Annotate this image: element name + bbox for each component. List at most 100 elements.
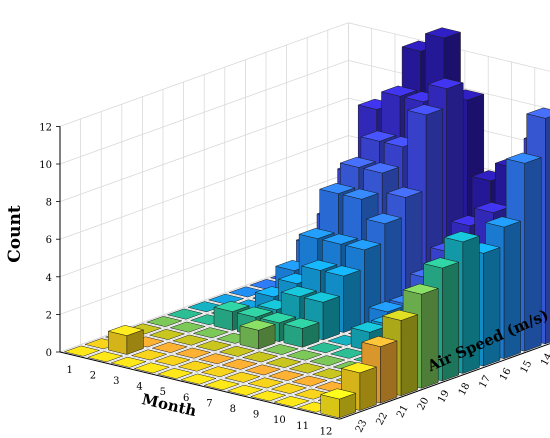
bar-base <box>224 371 261 383</box>
bar-side <box>322 296 340 341</box>
z-tick-label: 22 <box>374 411 390 427</box>
bar-base <box>208 293 244 305</box>
bar <box>149 329 185 340</box>
bar <box>250 390 287 402</box>
bar-base <box>273 396 310 407</box>
bar <box>201 366 237 378</box>
chart-bars <box>64 27 550 419</box>
bar <box>167 308 203 320</box>
bar-top <box>340 156 376 168</box>
y-tick-label: 6 <box>46 235 52 246</box>
bar <box>169 321 206 333</box>
bar-side <box>359 366 377 411</box>
bar-base <box>245 364 281 376</box>
bar <box>203 379 240 391</box>
bar <box>208 293 244 305</box>
bar-base <box>157 368 193 379</box>
bar-base <box>131 349 167 361</box>
bar-top <box>301 259 338 271</box>
bar-top <box>239 319 276 331</box>
bar-top <box>427 78 464 89</box>
x-tick-label: 11 <box>296 421 309 432</box>
z-tick-label: 18 <box>457 381 473 397</box>
bar-top <box>280 286 317 297</box>
bar <box>219 345 255 357</box>
y-tick-label: 0 <box>46 348 52 359</box>
bar <box>283 317 320 348</box>
bar <box>247 377 284 389</box>
x-tick-label: 9 <box>253 410 259 421</box>
bar-top <box>366 213 402 224</box>
bar-top <box>320 388 357 400</box>
bar-base <box>201 366 237 378</box>
x-tick-label: 5 <box>160 387 166 398</box>
bar-top <box>345 239 382 251</box>
bar-base <box>87 351 124 363</box>
bar <box>64 345 100 357</box>
bar <box>198 353 235 365</box>
bar <box>146 316 183 327</box>
bar-top <box>304 291 340 303</box>
bar <box>224 371 261 383</box>
bar-base <box>180 373 217 385</box>
bar-top <box>322 233 358 245</box>
bar-top <box>283 317 320 329</box>
bar-base <box>330 347 366 359</box>
bar-top <box>360 130 397 142</box>
bar-base <box>146 316 183 327</box>
bar-top <box>407 104 443 116</box>
bar <box>157 368 193 379</box>
bar-top <box>386 186 423 198</box>
bar <box>239 319 276 350</box>
bar-base <box>134 362 170 374</box>
bar-side <box>380 340 398 404</box>
bar-top <box>213 301 250 312</box>
bar <box>180 373 217 385</box>
chart-axes: 0246810121234567891011121011121314151617… <box>39 122 550 437</box>
bar <box>245 364 281 376</box>
bar-top <box>237 306 273 318</box>
bar-base <box>167 308 203 320</box>
bar-base <box>151 342 188 353</box>
bar-top <box>341 362 377 374</box>
bar <box>227 384 263 396</box>
x-tick-label: 8 <box>230 404 236 415</box>
bar <box>131 349 167 361</box>
bar-top <box>298 228 335 239</box>
bar <box>242 351 279 363</box>
bar <box>134 362 170 374</box>
x-axis-label: Month <box>140 390 198 420</box>
bar-base <box>172 334 209 346</box>
bar-base <box>268 370 305 381</box>
bar-top <box>381 85 417 97</box>
bar-top <box>526 107 550 119</box>
bar <box>273 396 310 407</box>
bar-top <box>425 27 461 39</box>
x-tick-label: 1 <box>66 365 72 376</box>
y-tick-label: 4 <box>46 273 52 284</box>
bar-base <box>193 327 229 339</box>
bar <box>268 370 305 381</box>
bar <box>195 340 232 352</box>
z-tick-label: 19 <box>436 389 452 405</box>
z-tick-label: 20 <box>416 396 432 412</box>
bar <box>108 325 144 355</box>
bar <box>172 334 209 346</box>
x-axis-line <box>59 351 340 420</box>
y-axis-label: Count <box>5 205 25 263</box>
bar-top <box>361 336 398 347</box>
bar-base <box>309 355 346 367</box>
bar <box>265 357 302 368</box>
bar-base <box>247 377 284 389</box>
bar-side <box>343 269 361 333</box>
bar-base <box>154 355 191 366</box>
bar-top <box>505 152 542 164</box>
bar-top <box>324 265 361 277</box>
bar-base <box>169 321 206 333</box>
z-axis-line <box>339 343 550 420</box>
bar <box>271 383 307 394</box>
bar-top <box>319 183 356 194</box>
z-tick-label: 15 <box>519 359 535 375</box>
bar <box>330 347 366 359</box>
